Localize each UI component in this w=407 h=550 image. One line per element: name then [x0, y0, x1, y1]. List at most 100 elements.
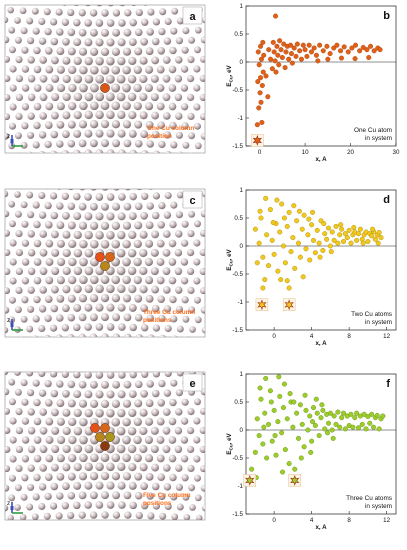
atom — [32, 335, 39, 337]
atom — [51, 248, 60, 257]
atom — [194, 398, 201, 406]
atom — [145, 399, 154, 408]
data-point — [314, 410, 320, 416]
atom — [136, 355, 143, 362]
atom — [133, 239, 142, 249]
atom — [111, 275, 121, 285]
atom — [95, 284, 104, 294]
atom — [55, 8, 63, 16]
atom — [190, 525, 196, 531]
atom — [26, 17, 34, 25]
atom — [162, 445, 171, 454]
atom — [50, 111, 59, 120]
data-point — [266, 47, 272, 53]
atom — [166, 345, 173, 352]
atom — [49, 372, 58, 378]
atom — [0, 547, 6, 550]
atom — [213, 114, 220, 121]
atom — [213, 466, 220, 473]
atom — [139, 408, 148, 417]
data-point — [281, 41, 287, 47]
atom — [225, 427, 232, 434]
atom — [0, 65, 4, 72]
data-point — [284, 223, 290, 229]
atom — [225, 316, 231, 322]
atom — [189, 504, 196, 511]
data-point — [327, 51, 333, 57]
panel-label-d: d — [383, 194, 390, 206]
atom — [277, 334, 282, 339]
atom — [220, 220, 227, 227]
atom — [223, 359, 229, 365]
data-point — [366, 55, 372, 61]
y-tick-label: 1 — [240, 371, 244, 378]
atom — [95, 149, 104, 153]
x-tick-label: 8 — [347, 333, 351, 340]
atom — [20, 27, 28, 35]
y-axis-label: ECu, eV — [226, 432, 234, 454]
atom — [67, 8, 75, 17]
atom — [163, 389, 172, 397]
atom — [89, 275, 99, 285]
atom — [56, 417, 65, 426]
atom — [193, 258, 201, 266]
atom — [27, 445, 36, 454]
atom — [264, 362, 269, 367]
data-point — [335, 240, 341, 246]
atom — [241, 155, 247, 161]
atom — [178, 349, 185, 356]
atom — [13, 171, 19, 177]
atom — [113, 163, 120, 170]
data-point — [294, 410, 300, 416]
atom — [182, 141, 190, 149]
atom — [38, 345, 45, 352]
atom — [159, 334, 166, 337]
atom — [150, 248, 159, 257]
atom — [236, 336, 242, 342]
atom — [67, 160, 74, 167]
atom — [131, 152, 138, 159]
atom — [140, 192, 149, 201]
atom — [219, 278, 226, 285]
atom — [212, 75, 219, 82]
atom — [214, 36, 221, 43]
atom — [7, 181, 14, 188]
atom — [185, 161, 191, 167]
atom — [50, 37, 59, 46]
atom — [25, 349, 32, 356]
atom — [0, 163, 1, 169]
atom — [122, 120, 132, 129]
atom — [164, 372, 172, 378]
atom — [67, 202, 76, 211]
atom — [38, 502, 46, 511]
atom — [95, 303, 104, 312]
atom — [45, 276, 54, 285]
atom — [175, 286, 183, 294]
atom — [239, 407, 245, 413]
atom — [208, 495, 215, 502]
atom — [50, 230, 59, 239]
atom — [9, 220, 16, 228]
panel-label-a: a — [189, 11, 196, 23]
atom — [73, 522, 80, 529]
atom — [112, 139, 121, 148]
atom — [0, 143, 2, 150]
atom — [270, 352, 275, 357]
atom — [194, 494, 202, 502]
atom — [226, 288, 232, 294]
atom — [232, 239, 238, 245]
atom — [96, 5, 103, 7]
atom — [214, 133, 221, 140]
atom — [50, 285, 59, 294]
data-point — [278, 277, 284, 283]
atom — [24, 545, 30, 550]
atom — [276, 355, 281, 360]
atom — [150, 426, 159, 435]
atom — [61, 501, 70, 510]
data-point — [280, 469, 286, 475]
atom — [206, 239, 213, 246]
data-point — [271, 251, 277, 257]
atom — [21, 436, 30, 444]
atom — [219, 417, 226, 424]
atom — [166, 172, 173, 179]
